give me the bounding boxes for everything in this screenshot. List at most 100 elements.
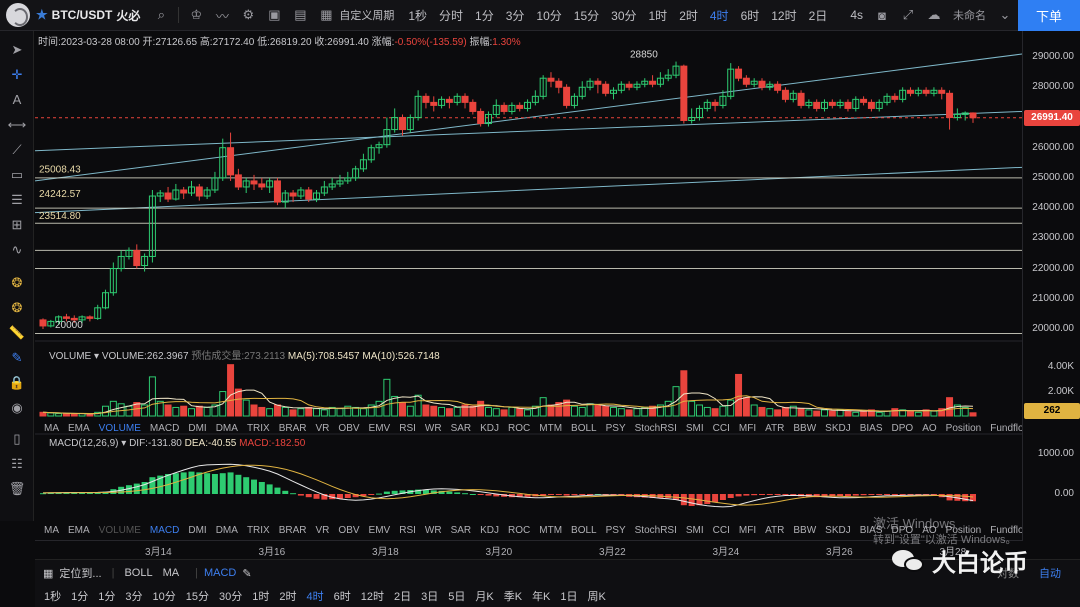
text-tool-icon[interactable]: A <box>12 92 22 107</box>
indicator-tab-sar[interactable]: SAR <box>450 525 472 536</box>
bottom-period-tab-6[interactable]: 30分 <box>219 591 243 603</box>
period-tab-4[interactable]: 10分 <box>536 8 562 23</box>
indicator-tab-kdj[interactable]: KDJ <box>480 525 500 536</box>
period-tab-9[interactable]: 4时 <box>709 8 729 23</box>
crown-icon[interactable]: ♔ <box>190 7 203 22</box>
indicator-tab-brar[interactable]: BRAR <box>278 423 307 434</box>
indicator-tab-ema[interactable]: EMA <box>68 423 90 434</box>
indicator-tab-fundflow[interactable]: Fundflow <box>990 423 1031 434</box>
indicator-tab-macd[interactable]: MACD <box>149 525 180 536</box>
indicator-tab-ma[interactable]: MA <box>44 525 59 536</box>
bottom-period-tab-16[interactable]: 季K <box>503 591 523 603</box>
rectangle-icon[interactable]: ▭ <box>10 166 24 182</box>
indicator-tab-roc[interactable]: ROC <box>508 525 531 536</box>
auto-scale-toggle[interactable]: 自动 <box>1039 568 1061 580</box>
indicator-tab-psy[interactable]: PSY <box>605 423 626 434</box>
volume-name[interactable]: VOLUME <box>49 351 92 362</box>
indicator-tab-wr[interactable]: WR <box>424 423 442 434</box>
bottom-period-tab-17[interactable]: 年K <box>532 591 551 603</box>
period-tab-3[interactable]: 3分 <box>505 8 525 23</box>
indicator-tab-smi[interactable]: SMI <box>685 525 704 536</box>
indicator-tab-obv[interactable]: OBV <box>338 525 360 536</box>
cloud-icon[interactable]: ☁ <box>927 7 941 22</box>
indicator-tab-stochrsi[interactable]: StochRSI <box>634 423 677 434</box>
bookmark-icon[interactable]: ▯ <box>13 430 21 446</box>
bottom-period-tab-2[interactable]: 1分 <box>98 591 116 603</box>
template-icon[interactable]: ▣ <box>268 7 281 22</box>
indicator-tab-dmi[interactable]: DMI <box>188 525 207 536</box>
indicator-tab-cci[interactable]: CCI <box>712 525 730 536</box>
bottom-period-tab-0[interactable]: 1秒 <box>44 591 62 603</box>
period-tab-11[interactable]: 12时 <box>771 8 797 23</box>
indicator-tab-kdj[interactable]: KDJ <box>480 423 500 434</box>
indicator-tab-sar[interactable]: SAR <box>450 423 472 434</box>
period-tab-10[interactable]: 6时 <box>740 8 760 23</box>
period-tab-0[interactable]: 1秒 <box>408 8 428 23</box>
settings-gear-icon[interactable]: ⚙ <box>242 7 255 22</box>
indicator-tab-bias[interactable]: BIAS <box>859 423 883 434</box>
indicator-tab-rsi[interactable]: RSI <box>399 423 416 434</box>
indicator-tab-psy[interactable]: PSY <box>605 525 626 536</box>
tag-boll[interactable]: BOLL <box>124 567 153 579</box>
bottom-period-tab-10[interactable]: 6时 <box>333 591 351 603</box>
indicator-tab-atr[interactable]: ATR <box>765 525 785 536</box>
indicator-tab-stochrsi[interactable]: StochRSI <box>634 525 677 536</box>
bottom-period-tab-7[interactable]: 1时 <box>252 591 270 603</box>
symbol-selector[interactable]: ★ BTC/USDT 火必 <box>36 7 140 24</box>
indicator-tab-macd[interactable]: MACD <box>149 423 180 434</box>
trend-line-icon[interactable]: ⟋ <box>12 141 22 157</box>
macd-name[interactable]: MACD(12,26,9) <box>49 438 119 449</box>
indicator-tab-ema[interactable]: EMA <box>68 525 90 536</box>
lock-drawing-icon[interactable]: ❂ <box>11 299 23 315</box>
bottom-period-tab-11[interactable]: 12时 <box>360 591 384 603</box>
indicator-tab-mtm[interactable]: MTM <box>539 525 563 536</box>
bottom-period-tab-15[interactable]: 月K <box>475 591 494 603</box>
bottom-period-tab-5[interactable]: 15分 <box>185 591 209 603</box>
indicator-tab-volume[interactable]: VOLUME <box>98 423 141 434</box>
log-scale-toggle[interactable]: 对数 <box>997 568 1019 580</box>
wave-tool-icon[interactable]: ∿ <box>11 241 23 257</box>
crosshair-icon[interactable]: ✛ <box>11 66 23 82</box>
fibonacci-icon[interactable]: ☰ <box>11 191 23 207</box>
indicator-tab-smi[interactable]: SMI <box>685 423 704 434</box>
indicator-tab-skdj[interactable]: SKDJ <box>825 525 851 536</box>
indicator-tab-boll[interactable]: BOLL <box>571 525 597 536</box>
calendar-icon[interactable]: ▤ <box>294 7 307 22</box>
indicator-tab-bbw[interactable]: BBW <box>793 423 817 434</box>
period-tab-6[interactable]: 30分 <box>611 8 637 23</box>
indicator-tab-vr[interactable]: VR <box>315 423 330 434</box>
indicator-tab-position[interactable]: Position <box>945 525 982 536</box>
bottom-period-tab-3[interactable]: 3分 <box>125 591 143 603</box>
calendar-icon[interactable]: ▦ <box>43 567 54 580</box>
bottom-period-tab-19[interactable]: 周K <box>587 591 606 603</box>
indicator-tab-dpo[interactable]: DPO <box>891 525 914 536</box>
period-tab-12[interactable]: 2日 <box>808 8 828 23</box>
indicator-tab-obv[interactable]: OBV <box>338 423 360 434</box>
chevron-down-icon[interactable]: ⌄ <box>999 7 1011 22</box>
bottom-period-tab-14[interactable]: 5日 <box>448 591 466 603</box>
bottom-period-tab-13[interactable]: 3日 <box>421 591 439 603</box>
bottom-period-tab-18[interactable]: 1日 <box>560 591 578 603</box>
camera-icon[interactable]: ◙ <box>878 7 886 23</box>
indicator-tab-brar[interactable]: BRAR <box>278 525 307 536</box>
pen-icon[interactable]: ✎ <box>11 349 23 365</box>
indicator-tab-dma[interactable]: DMA <box>215 525 238 536</box>
period-tab-2[interactable]: 1分 <box>475 8 494 23</box>
indicator-tab-dmi[interactable]: DMI <box>188 423 207 434</box>
grid-tool-icon[interactable]: ⊞ <box>11 216 23 232</box>
trash-icon[interactable]: 🗑 <box>8 480 26 496</box>
lock-icon[interactable]: 🔒 <box>8 374 26 390</box>
indicator-tab-rsi[interactable]: RSI <box>399 525 416 536</box>
indicator-tab-fundflow[interactable]: Fundflow <box>990 525 1031 536</box>
bottom-period-tab-9[interactable]: 4时 <box>306 591 324 603</box>
period-tab-7[interactable]: 1时 <box>648 8 668 23</box>
magnet-icon[interactable]: ❂ <box>11 274 23 290</box>
chevron-down-icon[interactable]: ▾ <box>94 351 102 362</box>
custom-period-button[interactable]: 自定义周期 <box>339 10 395 22</box>
indicator-tab-skdj[interactable]: SKDJ <box>825 423 851 434</box>
cursor-icon[interactable]: ➤ <box>11 41 23 57</box>
indicator-tab-trix[interactable]: TRIX <box>246 525 270 536</box>
chevron-down-icon[interactable]: ▾ <box>121 438 130 449</box>
layout-name[interactable]: 未命名 <box>953 10 986 22</box>
locate-button[interactable]: 定位到... <box>59 568 102 580</box>
